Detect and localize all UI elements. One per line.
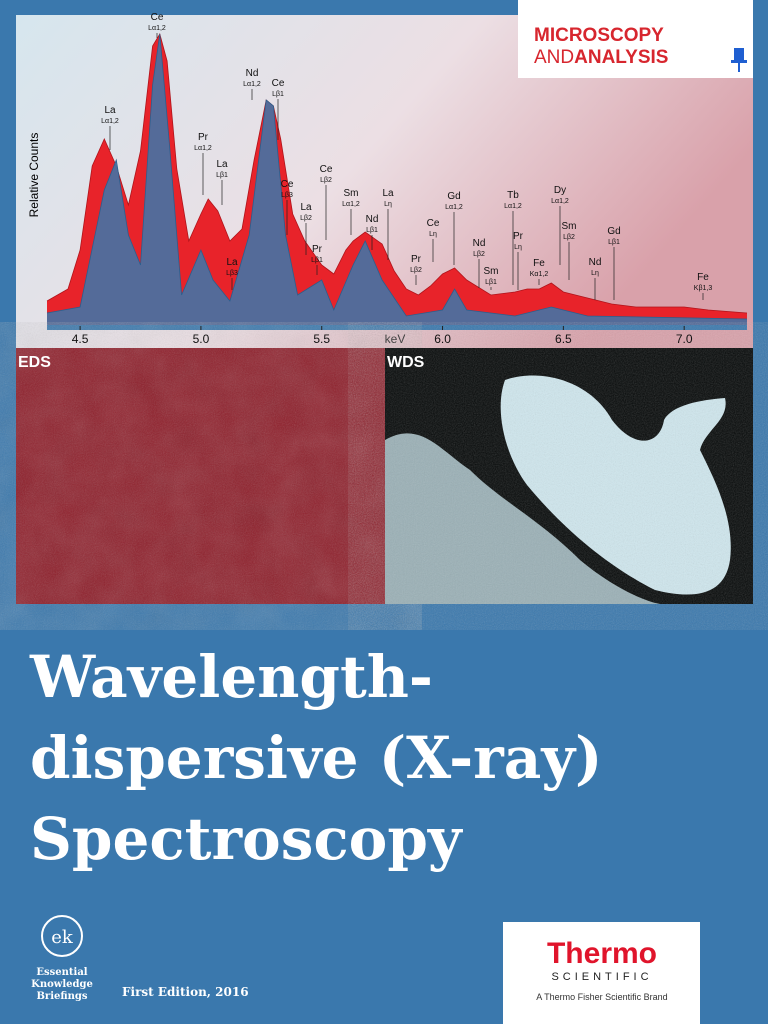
peak-label: Nd xyxy=(589,257,602,268)
peak-label: Fe xyxy=(697,272,709,283)
peak-label: Ce xyxy=(427,218,440,229)
x-tick-label: 6.0 xyxy=(434,332,451,346)
plot xyxy=(46,32,748,325)
peak-label: Ce xyxy=(281,179,294,190)
area-outline xyxy=(46,33,748,320)
peak-label: Fe xyxy=(533,258,545,269)
sponsor-name: Thermo xyxy=(547,937,657,970)
peak-label: Nd xyxy=(246,68,259,79)
x-tick-label: 7.0 xyxy=(676,332,693,346)
x-tick-label: 5.5 xyxy=(313,332,330,346)
peak-label: Pr xyxy=(198,132,209,143)
wds-label: WDS xyxy=(387,354,425,371)
peak-sublabel: Lβ1 xyxy=(485,279,497,286)
peak-label: Nd xyxy=(473,238,486,249)
sponsor-tagline: A Thermo Fisher Scientific Brand xyxy=(536,992,667,1002)
peak-sublabel: Lβ2 xyxy=(563,234,575,241)
title-line: Spectroscopy xyxy=(30,805,464,873)
x-tick-label: 5.0 xyxy=(193,332,210,346)
eds-map xyxy=(16,348,385,604)
peak-sublabel: Lβ1 xyxy=(272,91,284,98)
peak-sublabel: Lη xyxy=(384,201,392,208)
series-logo: Briefings xyxy=(36,991,87,1002)
peak-label: Sm xyxy=(562,221,577,232)
masthead-and: AND xyxy=(534,47,574,68)
peak-sublabel: Lβ1 xyxy=(366,227,378,234)
peak-label: Ce xyxy=(272,78,285,89)
area xyxy=(47,34,747,325)
peak-label: Ce xyxy=(151,12,164,23)
peak-sublabel: Lα1,2 xyxy=(445,204,463,211)
peak-label: Pr xyxy=(513,231,524,242)
peak-sublabel: Lβ2 xyxy=(473,251,485,258)
peak-label: La xyxy=(226,257,238,268)
peak-sublabel: Lα1,2 xyxy=(504,203,522,210)
series-logo: Essential xyxy=(36,967,87,978)
edition: First Edition, 2016 xyxy=(122,985,249,999)
masthead-line1: MICROSCOPY xyxy=(534,25,664,46)
peak-sublabel: Lη xyxy=(591,270,599,277)
peak-label: Ce xyxy=(320,164,333,175)
peak-sublabel: Lβ1 xyxy=(608,239,620,246)
masthead-line2: ANDANALYSIS xyxy=(534,47,668,68)
peak-label: La xyxy=(300,202,312,213)
peak-sublabel: Lβ2 xyxy=(320,177,332,184)
svg-text:ek: ek xyxy=(51,927,74,948)
wds-map xyxy=(385,348,753,604)
masthead-analysis: ANALYSIS xyxy=(574,47,668,68)
peak-label: Sm xyxy=(484,266,499,277)
peak-sublabel: Lβ2 xyxy=(300,215,312,222)
pin-icon xyxy=(731,48,747,72)
x-axis-label: keV xyxy=(385,332,406,346)
peak-label: Sm xyxy=(344,188,359,199)
peak-label: Gd xyxy=(607,226,620,237)
area xyxy=(47,34,747,325)
peak-sublabel: Lα1,2 xyxy=(101,118,119,125)
peak-sublabel: Lβ3 xyxy=(281,192,293,199)
peak-label: Dy xyxy=(554,185,566,196)
series-logo: Knowledge xyxy=(31,979,93,990)
peak-sublabel: Lβ1 xyxy=(216,172,228,179)
peak-label: Gd xyxy=(447,191,460,202)
peak-label: Pr xyxy=(411,254,422,265)
peak-sublabel: Kα1,2 xyxy=(530,271,549,278)
peak-label: Pr xyxy=(312,244,323,255)
peak-sublabel: Lη xyxy=(429,231,437,238)
peak-sublabel: Lα1,2 xyxy=(551,198,569,205)
y-axis-label: Relative Counts xyxy=(27,133,41,218)
masthead-box xyxy=(518,0,753,78)
peak-sublabel: Lα1,2 xyxy=(194,145,212,152)
title-line: Wavelength- xyxy=(29,643,433,711)
sponsor-box xyxy=(503,922,700,1024)
peak-sublabel: Kβ1,3 xyxy=(694,285,713,292)
peak-label: La xyxy=(216,159,228,170)
peak-label: Nd xyxy=(366,214,379,225)
peak-sublabel: Lη xyxy=(514,244,522,251)
eds-label: EDS xyxy=(18,354,51,371)
ekb-icon: ek xyxy=(41,915,83,957)
peak-sublabel: Lβ2 xyxy=(410,267,422,274)
peak-sublabel: Lα1,2 xyxy=(148,25,166,32)
peak-sublabel: Lβ1 xyxy=(311,257,323,264)
peak-label: Tb xyxy=(507,190,519,201)
peak-label: La xyxy=(104,105,116,116)
x-tick-label: 4.5 xyxy=(72,332,89,346)
title-line: dispersive (X-ray) xyxy=(30,724,602,792)
x-tick-label: 6.5 xyxy=(555,332,572,346)
peak-sublabel: Lα1,2 xyxy=(243,81,261,88)
peak-sublabel: Lα1,2 xyxy=(342,201,360,208)
sponsor-sub: SCIENTIFIC xyxy=(551,971,652,983)
peak-sublabel: Lβ3 xyxy=(226,270,238,277)
area-outline xyxy=(46,32,748,314)
peak-label: La xyxy=(382,188,394,199)
